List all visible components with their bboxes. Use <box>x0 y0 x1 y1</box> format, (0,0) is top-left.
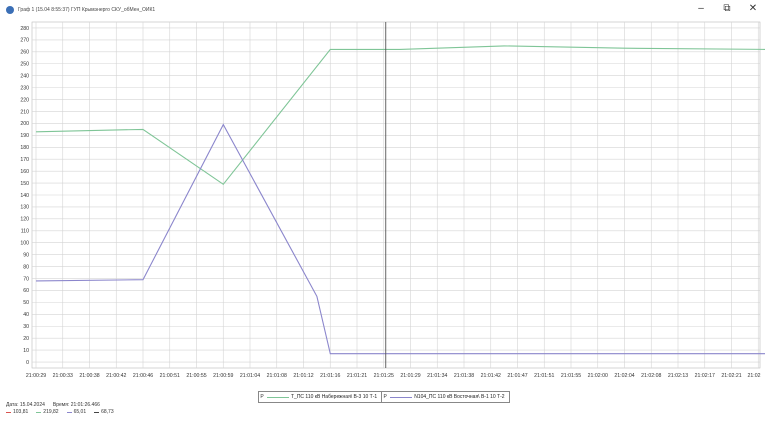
x-tick-label: 21:01:16 <box>320 373 340 379</box>
minimize-button[interactable]: – <box>698 3 704 14</box>
window-titlebar: Граф 1 (15.04 8:55:37) ГУП Крымэнерго СК… <box>0 0 765 20</box>
y-tick-label: 120 <box>20 217 29 223</box>
restore-button[interactable]: ⧉ <box>723 3 731 14</box>
x-tick-label: 21:02:17 <box>695 373 715 379</box>
legend-swatch-series2 <box>390 396 413 398</box>
x-tick-label: 21:01:51 <box>534 373 554 379</box>
status-value-text: 219,82 <box>43 409 59 415</box>
y-tick-label: 40 <box>23 312 29 318</box>
y-tick-label: 0 <box>26 360 29 366</box>
y-tick-label: 270 <box>20 38 29 44</box>
legend-separator <box>381 392 383 402</box>
status-value: 103,81 <box>6 409 28 416</box>
status-color-dash <box>36 412 42 413</box>
status-value-text: 68,73 <box>101 409 114 415</box>
y-tick-label: 150 <box>20 181 29 187</box>
y-tick-label: 200 <box>20 121 29 127</box>
x-tick-label: 21:00:59 <box>213 373 233 379</box>
status-value: 68,73 <box>94 409 114 416</box>
y-tick-label: 30 <box>23 324 29 330</box>
x-tick-label: 21:01:38 <box>454 373 474 379</box>
x-tick-label: 21:01:47 <box>507 373 527 379</box>
legend-swatch-series1 <box>267 396 289 398</box>
y-tick-label: 210 <box>20 109 29 115</box>
x-tick-label: 21:01:55 <box>561 373 581 379</box>
status-color-dash <box>94 412 100 413</box>
y-tick-label: 180 <box>20 145 29 151</box>
y-tick-label: 230 <box>20 85 29 91</box>
status-date: Дата: 15.04.2024 <box>6 402 45 408</box>
app-icon <box>6 6 14 14</box>
status-value: 65,01 <box>66 409 87 416</box>
status-value: 219,82 <box>36 409 59 416</box>
x-tick-label: 21:00:38 <box>79 373 99 379</box>
legend-label-series1: Т_ПС 110 кВ Набережная\ В-3 10 Т-1 <box>291 394 378 400</box>
x-tick-label: 21:00:29 <box>26 373 46 379</box>
window-title: Граф 1 (15.04 8:55:37) ГУП Крымэнерго СК… <box>18 7 156 13</box>
x-tick-label: 21:02:04 <box>614 373 634 379</box>
y-tick-label: 10 <box>23 348 29 354</box>
y-tick-label: 240 <box>20 73 29 79</box>
y-tick-label: 90 <box>23 252 29 258</box>
chart-legend: P Т_ПС 110 кВ Набережная\ В-3 10 Т-1 P N… <box>258 391 510 403</box>
legend-item-series1[interactable]: P Т_ПС 110 кВ Набережная\ В-3 10 Т-1 <box>259 392 381 402</box>
y-tick-label: 80 <box>23 264 29 270</box>
x-tick-label: 21:00:51 <box>160 373 180 379</box>
y-tick-label: 130 <box>20 205 29 211</box>
y-tick-label: 190 <box>20 133 29 139</box>
status-values: 103,81 219,82 65,01 68,73 <box>6 409 114 416</box>
x-tick-label: 21:01:34 <box>427 373 447 379</box>
x-tick-label: 21:02 <box>748 373 761 379</box>
y-tick-label: 110 <box>21 229 29 235</box>
status-value-text: 65,01 <box>73 409 87 415</box>
series-line-1[interactable] <box>35 45 765 186</box>
x-tick-label: 21:01:29 <box>400 373 420 379</box>
series-line-2[interactable] <box>35 123 765 355</box>
y-tick-label: 60 <box>23 288 29 294</box>
window-controls: – ⧉ ✕ <box>695 3 759 15</box>
cursor-status: Дата: 15.04.2024 Время: 21:01:26.466 103… <box>6 402 114 416</box>
y-tick-label: 250 <box>20 62 29 68</box>
legend-marker: P <box>260 394 264 400</box>
x-tick-label: 21:01:08 <box>267 373 287 379</box>
y-tick-label: 170 <box>20 157 29 163</box>
y-tick-label: 260 <box>20 50 29 56</box>
y-tick-label: 280 <box>20 26 29 32</box>
y-tick-label: 50 <box>23 300 29 306</box>
status-value-text: 103,81 <box>13 409 29 415</box>
legend-label-series2: N104_ПС 110 кВ Восточная\ В-1 10 Т-2 <box>414 394 505 400</box>
x-tick-label: 21:01:21 <box>347 373 367 379</box>
x-tick-label: 21:02:08 <box>641 373 661 379</box>
x-tick-label: 21:00:46 <box>133 373 153 379</box>
x-tick-label: 21:01:04 <box>240 373 260 379</box>
x-tick-label: 21:01:12 <box>293 373 313 379</box>
x-tick-label: 21:00:42 <box>106 373 126 379</box>
y-tick-label: 20 <box>23 336 29 342</box>
x-tick-label: 21:02:21 <box>721 373 741 379</box>
legend-marker: P <box>383 394 387 400</box>
y-tick-label: 220 <box>20 97 29 103</box>
close-button[interactable]: ✕ <box>748 3 758 14</box>
y-tick-label: 70 <box>23 276 29 282</box>
x-tick-label: 21:01:25 <box>374 373 394 379</box>
x-tick-label: 21:01:42 <box>481 373 501 379</box>
status-time: Время: 21:01:26.466 <box>52 402 100 408</box>
x-tick-label: 21:00:33 <box>53 373 73 379</box>
x-tick-label: 21:00:55 <box>186 373 206 379</box>
status-color-dash <box>66 412 72 413</box>
y-tick-label: 140 <box>20 193 29 199</box>
status-color-dash <box>6 412 11 413</box>
y-tick-label: 160 <box>20 169 29 175</box>
x-tick-label: 21:02:00 <box>588 373 608 379</box>
x-tick-label: 21:02:13 <box>668 373 688 379</box>
y-tick-label: 100 <box>20 241 29 247</box>
legend-item-series2[interactable]: P N104_ПС 110 кВ Восточная\ В-1 10 Т-2 <box>382 392 508 402</box>
